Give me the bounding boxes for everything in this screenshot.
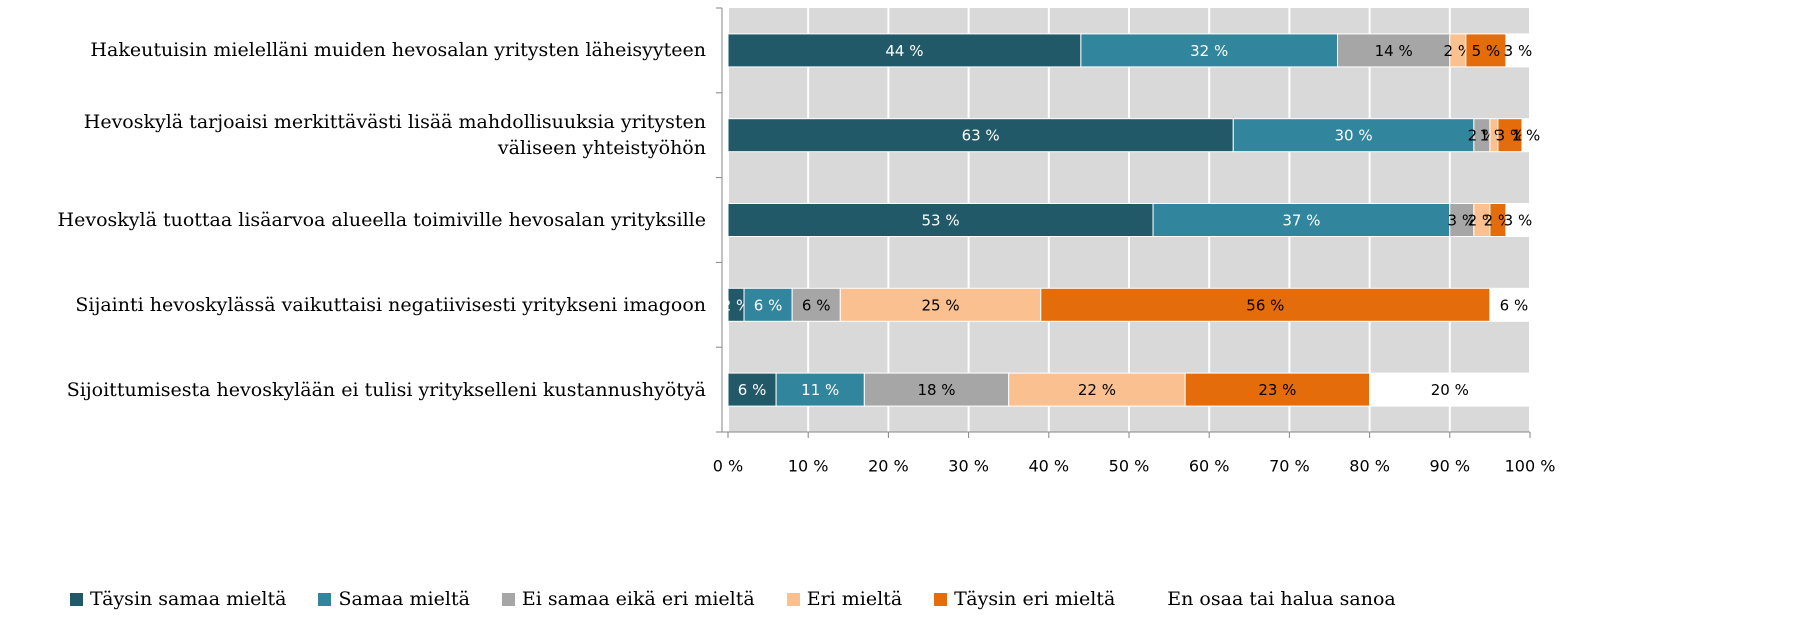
data-label: 3 % [1496,127,1525,145]
data-label: 1 % [1512,127,1541,145]
legend-item: Ei samaa eikä eri mieltä [501,588,755,610]
legend-label: Ei samaa eikä eri mieltä [521,588,755,610]
x-tick-label: 60 % [1189,457,1230,476]
legend-swatch [1147,592,1161,606]
bar-segment [1505,203,1531,237]
bar-segment [1465,33,1507,68]
legend-item: Täysin samaa mieltä [70,588,286,610]
x-tick-label: 10 % [788,457,829,476]
data-label: 56 % [1246,296,1284,314]
legend: Täysin samaa mieltä Samaa mieltä Ei samaa … [0,588,1810,610]
bar-segment [863,372,1010,407]
bar-segment [1040,287,1491,322]
legend-swatch [934,592,948,606]
bar-segment [1184,372,1371,407]
data-label: 6 % [738,381,767,399]
data-label: 2 % [1468,127,1497,145]
category-label: Sijoittumisesta hevoskylään ei tulisi yr… [66,378,706,401]
legend-label: Samaa mieltä [338,588,470,610]
category-label: Hevoskylä tuottaa lisäarvoa alueella toi… [57,209,706,231]
x-tick-label: 30 % [948,457,989,476]
bar-segment [1008,372,1186,407]
bar-segment [839,287,1042,322]
data-label: 3 % [1448,212,1477,230]
bar-segment [1369,372,1531,407]
bar-segment [1489,287,1539,322]
data-label: 63 % [962,127,1000,145]
data-label: 5 % [1472,42,1501,60]
legend-item: Täysin eri mieltä [934,588,1115,610]
legend-label: En osaa tai halua sanoa [1167,588,1396,610]
bar-segment [1521,118,1531,153]
legend-item: Samaa mieltä [318,588,470,610]
bar-segment [1497,118,1523,153]
data-label: 25 % [921,296,959,314]
data-label: 53 % [921,212,959,230]
x-tick-label: 70 % [1269,457,1310,476]
data-label: 2 % [1468,212,1497,230]
bar-segment [1152,203,1451,237]
data-label: 18 % [917,381,955,399]
x-tick-label: 20 % [868,457,909,476]
data-label: 3 % [1504,212,1533,230]
data-label: 2 % [722,296,751,314]
data-label: 11 % [801,381,839,399]
data-label: 32 % [1190,42,1228,60]
bar-segment [1232,118,1475,153]
legend-label: Eri mieltä [806,588,903,610]
category-label: Hakeutuisin mielelläni muiden hevosalan … [90,39,706,62]
x-tick-label: 100 % [1505,457,1556,476]
bar-segment [727,118,1234,153]
data-label: 14 % [1375,42,1413,60]
x-tick-label: 90 % [1429,457,1470,476]
data-label: 22 % [1078,381,1116,399]
data-label: 6 % [1500,296,1529,314]
x-tick-label: 80 % [1349,457,1390,476]
data-label: 20 % [1431,381,1469,399]
data-label: 6 % [754,296,783,314]
x-tick-label: 50 % [1109,457,1150,476]
bar-segment [1449,203,1475,237]
data-label: 2 % [1444,42,1473,60]
data-label: 6 % [802,296,831,314]
legend-item: Eri mieltä [786,588,903,610]
bar-segment [1337,33,1451,68]
data-label: 30 % [1335,127,1373,145]
legend-label: Täysin eri mieltä [954,588,1116,610]
bar-segment [791,287,841,322]
legend-item: En osaa tai halua sanoa [1147,588,1396,610]
x-tick-label: 40 % [1028,457,1069,476]
legend-label: Täysin samaa mieltä [90,588,287,610]
legend-swatch [786,592,800,606]
bar-segment [743,287,793,322]
data-label: 3 % [1504,42,1533,60]
category-label: Hevoskylä tarjoaisi merkittävästi lisää … [83,111,706,160]
legend-swatch [501,592,515,606]
data-label: 23 % [1258,381,1296,399]
data-label: 2 % [1484,212,1513,230]
bar-segment [1505,33,1531,68]
bar-segment [727,203,1154,237]
legend-swatch [318,592,332,606]
category-label: Sijainti hevoskylässä vaikuttaisi negati… [75,293,706,316]
x-tick-label: 0 % [713,457,743,476]
data-label: 44 % [885,42,923,60]
legend-swatch [70,592,83,606]
data-label: 37 % [1282,212,1320,230]
